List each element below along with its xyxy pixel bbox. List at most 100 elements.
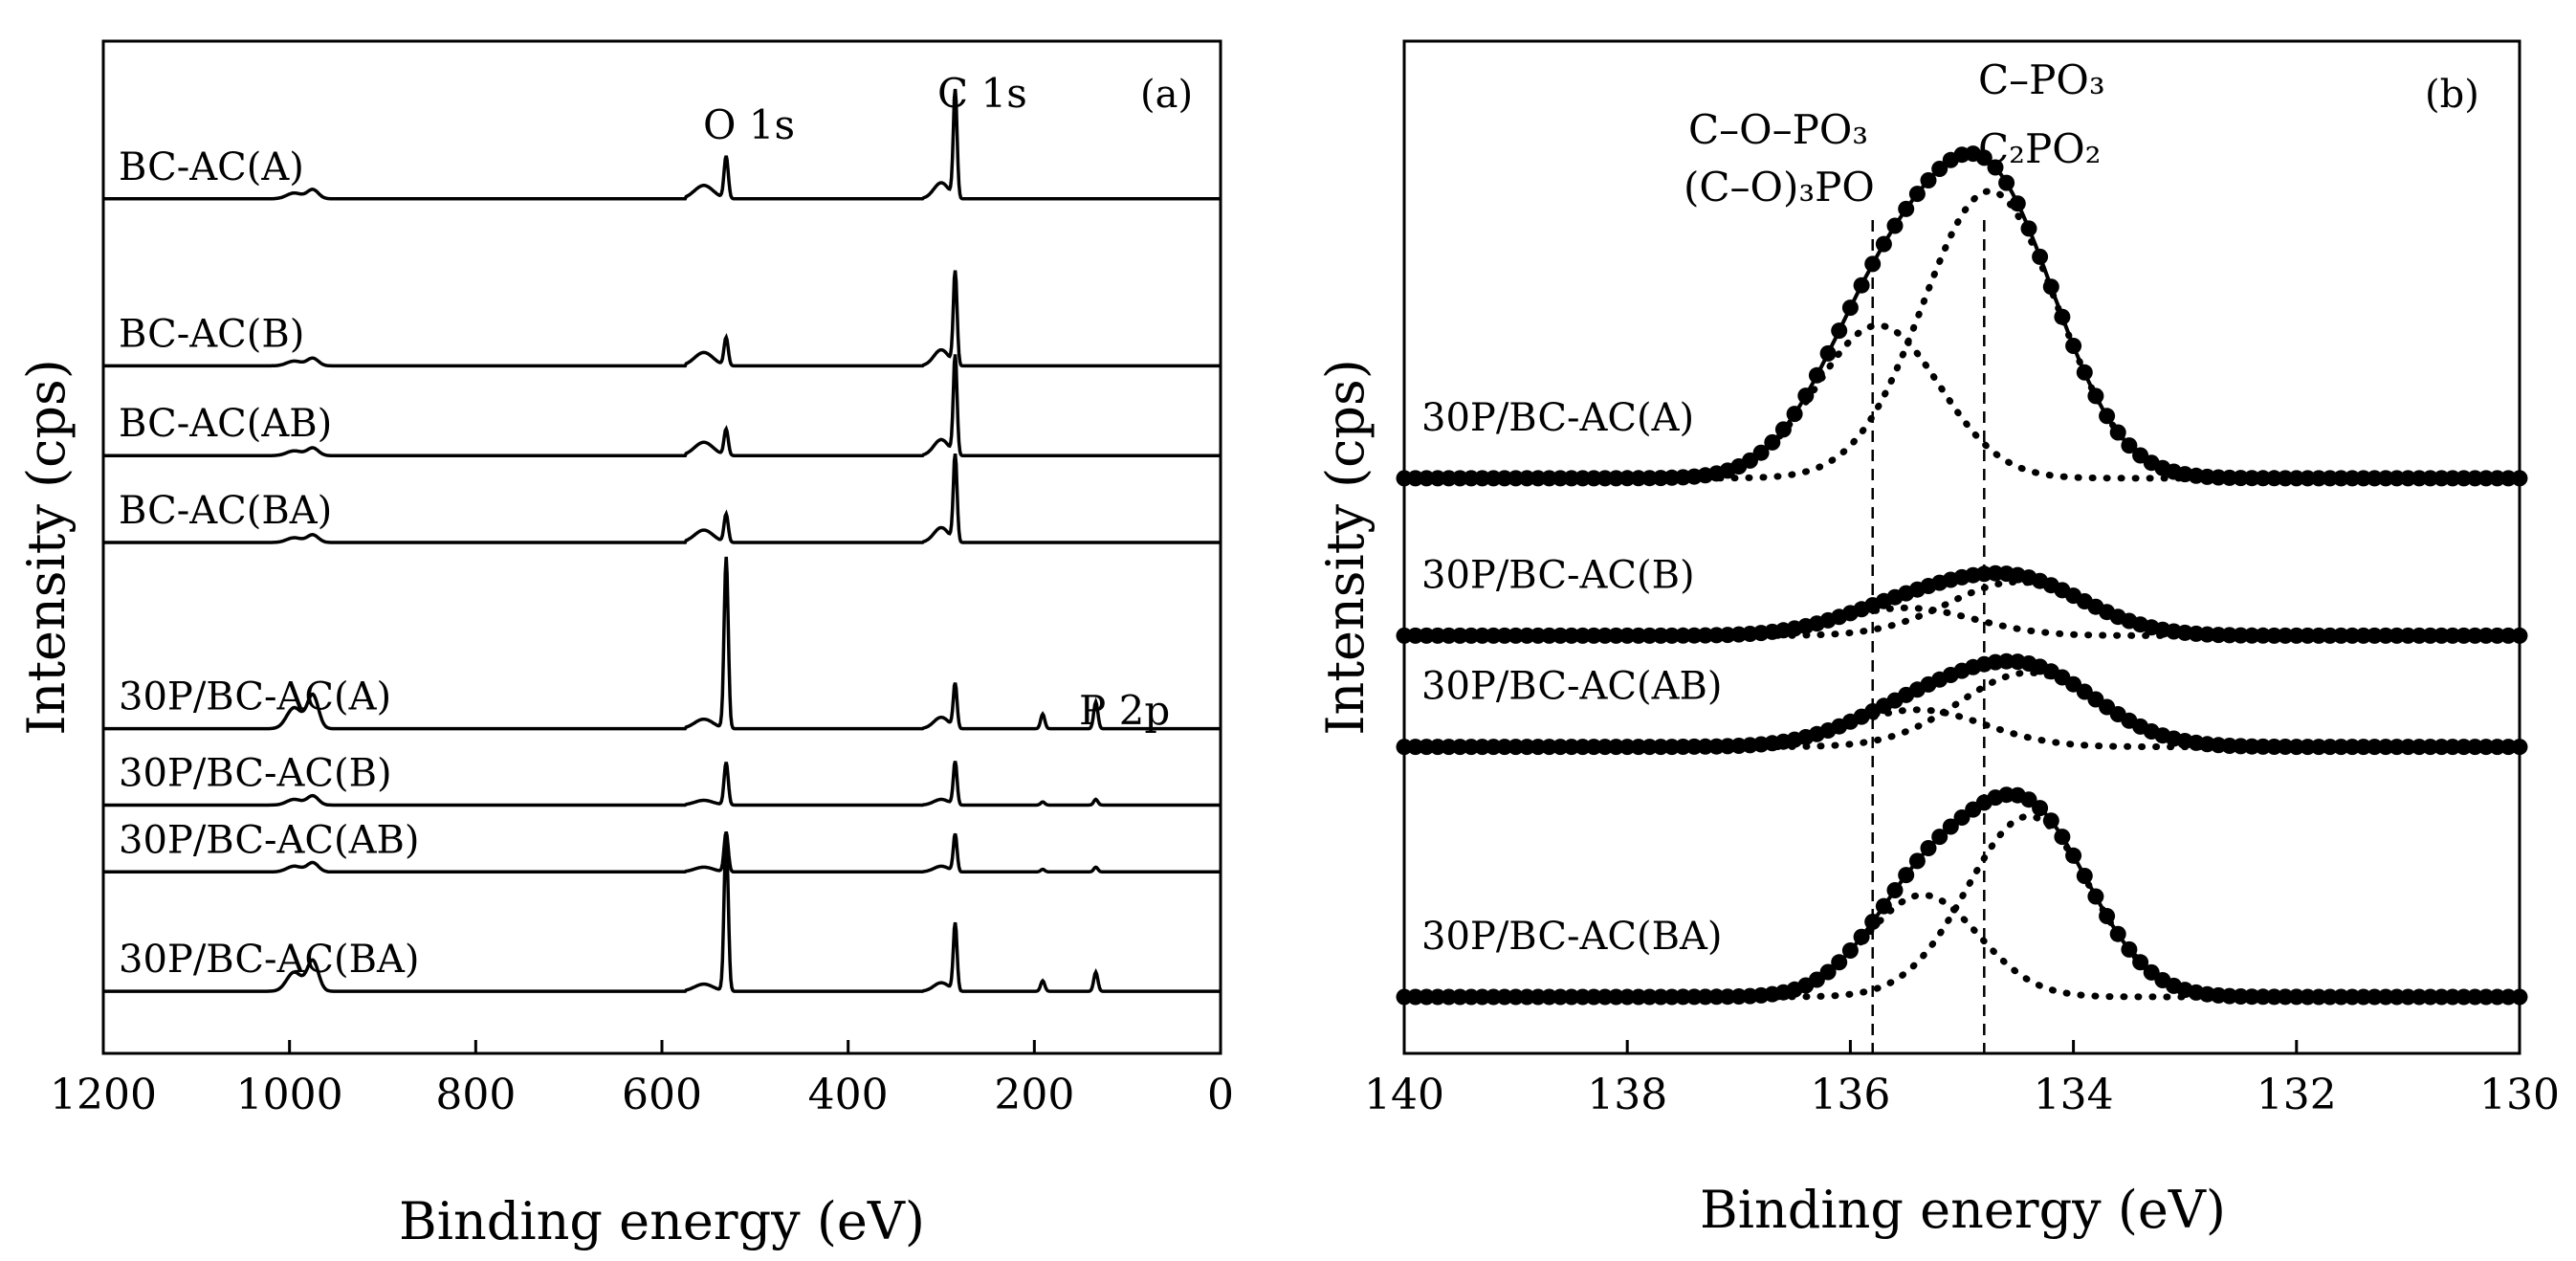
- panel-a-series-label: 30P/BC-AC(AB): [119, 818, 420, 862]
- panel-b-data-point: [2389, 739, 2406, 756]
- panel-b-data-point: [2310, 470, 2327, 487]
- panel-b-data-point: [2399, 988, 2416, 1006]
- panel-b-tick-label: 140: [1364, 1071, 1444, 1119]
- panel-b-data-point: [1496, 988, 1513, 1006]
- panel-b-data-point: [1641, 988, 1658, 1006]
- panel-a-tag: (a): [1140, 73, 1193, 117]
- panel-b-data-point: [1552, 470, 1569, 487]
- panel-b-data-point: [1396, 470, 1413, 487]
- panel-b-data-point: [1530, 470, 1547, 487]
- panel-b-data-point: [2032, 800, 2049, 817]
- panel-a-series-line: [103, 270, 1221, 368]
- panel-b-series-label: 30P/BC-AC(BA): [1421, 915, 1723, 959]
- panel-b-data-point: [1418, 470, 1435, 487]
- panel-b-data-point: [2332, 739, 2349, 756]
- panel-b-data-point: [1908, 186, 1926, 203]
- panel-b-data-point: [1841, 942, 1859, 959]
- panel-a-tick-label: 0: [1207, 1071, 1234, 1119]
- panel-b-data-point: [2020, 791, 2037, 808]
- panel-a-x-ticks: 1200 1000 800 600 400 200 0: [50, 1040, 1234, 1119]
- panel-b-data-point: [2065, 338, 2082, 354]
- panel-b-data-point: [1920, 172, 1937, 188]
- panel-a-tick-label: 800: [435, 1071, 516, 1119]
- annotation-c1s: C 1s: [937, 70, 1027, 117]
- panel-b-data-point: [1508, 988, 1525, 1006]
- panel-b-data-point: [1585, 470, 1602, 487]
- panel-b-tick-label: 134: [2034, 1071, 2114, 1119]
- panel-b-data-point: [2499, 627, 2517, 644]
- panel-b-data-point: [1953, 809, 1971, 826]
- annotation-c-po3: C–PO₃: [1978, 56, 2105, 103]
- panel-b-data-point: [2288, 739, 2305, 756]
- panel-a-series-line: [103, 354, 1221, 457]
- panel-b-data-point: [2399, 627, 2416, 644]
- panel-a-x-axis-title: Binding energy (eV): [399, 1191, 925, 1251]
- panel-b-data-point: [1530, 988, 1547, 1006]
- panel-a-series-line: [103, 453, 1221, 544]
- panel-b-data-point: [2344, 739, 2361, 756]
- panel-b-data-point: [1396, 739, 1413, 756]
- panel-b-data-point: [1908, 852, 1926, 870]
- panel-a-frame: [101, 39, 1222, 1055]
- panel-b-data-point: [2310, 627, 2327, 644]
- panel-b-data-point: [1819, 963, 1837, 981]
- panel-b-data-point: [2288, 988, 2305, 1006]
- panel-b-series-label: 30P/BC-AC(B): [1421, 553, 1695, 597]
- panel-b-x-axis-title: Binding energy (eV): [1700, 1180, 2226, 1240]
- panel-b-data-point: [1474, 627, 1491, 644]
- panel-b-data-point: [2455, 988, 2473, 1006]
- panel-b-data-point: [2455, 739, 2473, 756]
- panel-b-data-point: [2042, 812, 2059, 830]
- panel-b-data-point: [2422, 988, 2439, 1006]
- panel-b-data-point: [1563, 988, 1580, 1006]
- panel-b-data-point: [1886, 217, 1904, 234]
- panel-b-data-point: [2277, 470, 2294, 487]
- panel-b-data-point: [2477, 988, 2495, 1006]
- panel-b-data-point: [1508, 627, 1525, 644]
- panel-b-data-point: [2422, 739, 2439, 756]
- panel-b-data-point: [2399, 739, 2416, 756]
- panel-b-data-point: [1396, 988, 1413, 1006]
- panel-b-data-point: [1831, 954, 1848, 971]
- panel-b-data-point: [1474, 739, 1491, 756]
- panel-a-series-label: 30P/BC-AC(BA): [119, 938, 420, 982]
- panel-a-series-label: BC-AC(A): [119, 145, 304, 189]
- panel-b-data-point: [1752, 444, 1770, 461]
- panel-b-data-point: [2099, 408, 2116, 425]
- panel-b-data-point: [2366, 627, 2383, 644]
- panel-b-data-point: [1697, 738, 1714, 755]
- panel-b-data-point: [1875, 897, 1892, 915]
- panel-b-data-point: [1474, 988, 1491, 1006]
- panel-b: 140 138 136 134 132 130 30P/BC-AC(A)30P/BC-AC…: [1315, 39, 2560, 1240]
- panel-b-data-point: [1396, 627, 1413, 644]
- panel-b-data-point: [1920, 840, 1937, 856]
- panel-b-data-point: [1585, 627, 1602, 644]
- panel-b-data-point: [1563, 739, 1580, 756]
- panel-a-tick-label: 200: [994, 1071, 1074, 1119]
- panel-b-data-point: [1675, 988, 1691, 1006]
- panel-b-data-point: [2444, 739, 2461, 756]
- panel-b-data-point: [1563, 470, 1580, 487]
- panel-b-data-point: [1853, 277, 1870, 294]
- panel-b-data-point: [1641, 739, 1658, 756]
- panel-b-data-point: [1418, 627, 1435, 644]
- panel-b-data-point: [2389, 470, 2406, 487]
- annotation-c-o-po3: C–O–PO₃: [1688, 106, 1868, 153]
- panel-b-data-point: [1451, 627, 1468, 644]
- panel-b-data-point: [1931, 829, 1949, 846]
- panel-b-data-point: [2332, 627, 2349, 644]
- panel-b-data-point: [2511, 739, 2528, 756]
- panel-a-series-labels: BC-AC(A) BC-AC(B) BC-AC(AB) BC-AC(BA) 30P/BC…: [119, 145, 420, 982]
- panel-b-data-point: [1608, 988, 1624, 1006]
- panel-b-data-point: [1418, 739, 1435, 756]
- panel-b-data-point: [1563, 627, 1580, 644]
- annotation-c-o3-po: (C–O)₃PO: [1684, 164, 1875, 210]
- panel-b-data-point: [2087, 888, 2104, 905]
- panel-b-series-labels: 30P/BC-AC(A) 30P/BC-AC(B) 30P/BC-AC(AB) 30P…: [1421, 396, 1723, 959]
- panel-b-data-point: [1441, 988, 1458, 1006]
- panel-b-data-point: [1508, 739, 1525, 756]
- panel-a-series-line: [103, 761, 1221, 807]
- panel-b-data-point: [2399, 470, 2416, 487]
- panel-b-frame: [1402, 39, 2521, 1055]
- panel-b-tick-label: 138: [1587, 1071, 1667, 1119]
